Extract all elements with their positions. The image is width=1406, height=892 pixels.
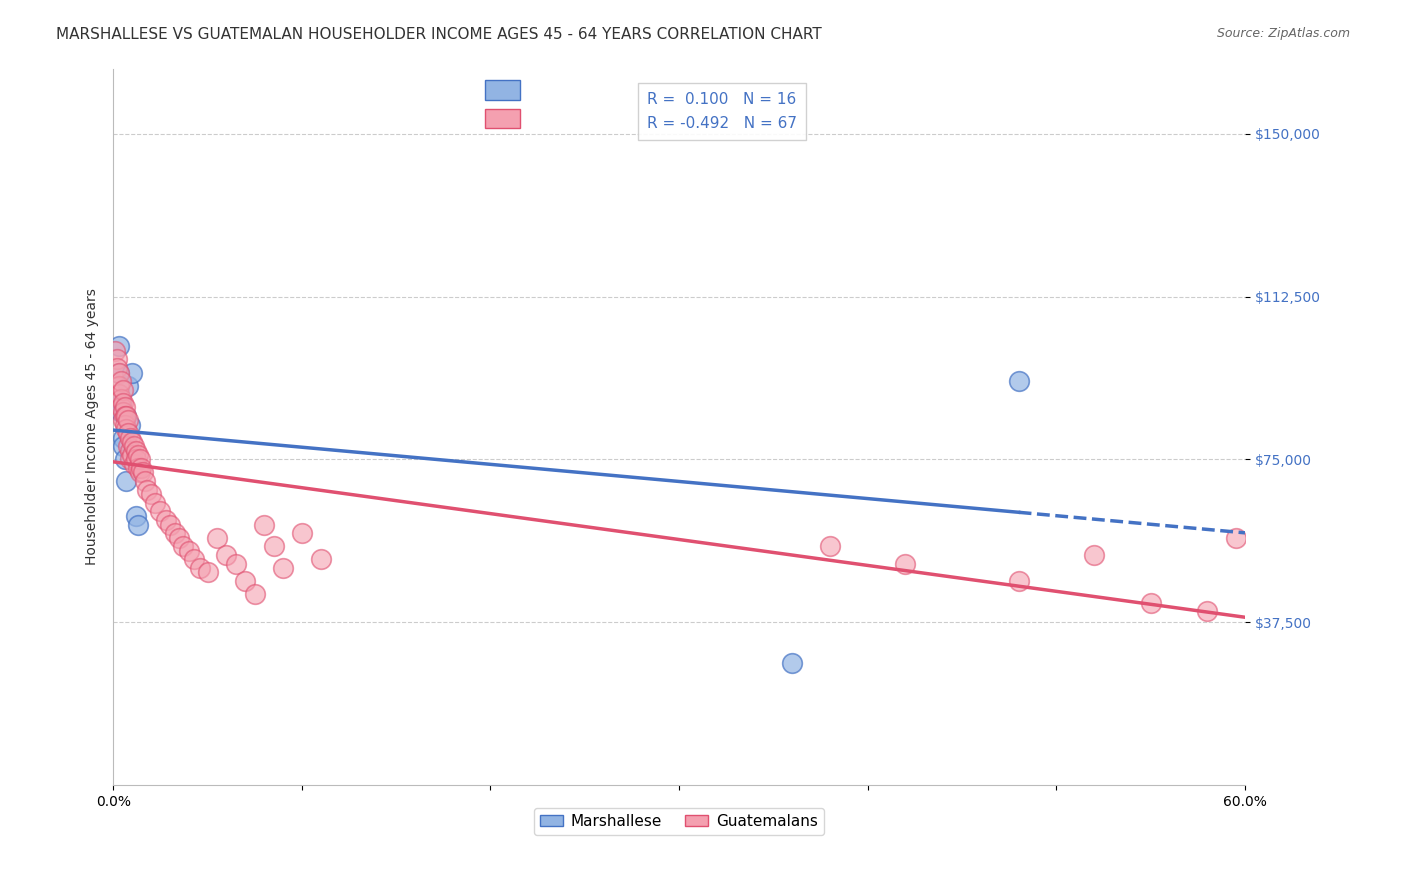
Point bbox=[115, 474, 138, 488]
Point bbox=[105, 361, 128, 376]
Point bbox=[117, 439, 139, 453]
Point bbox=[114, 452, 136, 467]
Point bbox=[155, 513, 177, 527]
Point bbox=[122, 439, 145, 453]
Point bbox=[110, 392, 132, 406]
Point bbox=[115, 422, 138, 436]
Point bbox=[1225, 531, 1247, 545]
Point bbox=[139, 487, 162, 501]
Point bbox=[111, 439, 134, 453]
Point bbox=[132, 466, 155, 480]
Point bbox=[197, 566, 219, 580]
Point bbox=[105, 352, 128, 367]
Point bbox=[172, 539, 194, 553]
Point bbox=[143, 496, 166, 510]
Point bbox=[115, 409, 138, 423]
Point bbox=[121, 366, 143, 380]
Point bbox=[167, 531, 190, 545]
Point bbox=[110, 374, 132, 388]
Point bbox=[271, 561, 294, 575]
Point bbox=[115, 409, 138, 423]
Point bbox=[243, 587, 266, 601]
Point bbox=[291, 526, 314, 541]
Point bbox=[127, 517, 149, 532]
Point bbox=[127, 461, 149, 475]
Point bbox=[818, 539, 841, 553]
Point bbox=[110, 396, 132, 410]
Text: MARSHALLESE VS GUATEMALAN HOUSEHOLDER INCOME AGES 45 - 64 YEARS CORRELATION CHAR: MARSHALLESE VS GUATEMALAN HOUSEHOLDER IN… bbox=[56, 27, 823, 42]
Point bbox=[205, 531, 228, 545]
Point bbox=[1197, 604, 1219, 618]
Point bbox=[131, 461, 153, 475]
Point bbox=[111, 396, 134, 410]
Point bbox=[233, 574, 256, 588]
Point bbox=[780, 657, 803, 671]
Point bbox=[309, 552, 332, 566]
Point bbox=[108, 339, 131, 353]
Point bbox=[894, 557, 917, 571]
Point bbox=[1139, 596, 1161, 610]
Point bbox=[159, 517, 181, 532]
Point bbox=[114, 417, 136, 432]
Point bbox=[111, 383, 134, 397]
Point bbox=[128, 466, 150, 480]
Point bbox=[125, 443, 148, 458]
Text: Source: ZipAtlas.com: Source: ZipAtlas.com bbox=[1216, 27, 1350, 40]
Point bbox=[188, 561, 211, 575]
Point bbox=[120, 417, 142, 432]
Point bbox=[111, 413, 134, 427]
Point bbox=[165, 526, 187, 541]
Point bbox=[110, 404, 132, 418]
Point bbox=[1007, 374, 1029, 388]
Point bbox=[134, 474, 156, 488]
Y-axis label: Householder Income Ages 45 - 64 years: Householder Income Ages 45 - 64 years bbox=[86, 288, 100, 566]
Point bbox=[120, 443, 142, 458]
Point bbox=[177, 543, 200, 558]
Point bbox=[111, 431, 134, 445]
Point bbox=[104, 343, 127, 358]
Point bbox=[263, 539, 285, 553]
Point bbox=[108, 366, 131, 380]
Point bbox=[215, 548, 238, 562]
Point bbox=[111, 404, 134, 418]
Point bbox=[125, 508, 148, 523]
Point bbox=[122, 457, 145, 471]
Legend: Marshallese, Guatemalans: Marshallese, Guatemalans bbox=[534, 807, 824, 835]
Point bbox=[117, 378, 139, 392]
Point bbox=[183, 552, 205, 566]
Point bbox=[114, 401, 136, 415]
Point bbox=[121, 435, 143, 450]
Point bbox=[121, 448, 143, 462]
Point bbox=[110, 401, 132, 415]
Point bbox=[1083, 548, 1105, 562]
Point bbox=[114, 409, 136, 423]
Point bbox=[136, 483, 159, 497]
Point bbox=[117, 426, 139, 441]
Point bbox=[120, 452, 142, 467]
Point bbox=[108, 387, 131, 401]
Point bbox=[120, 431, 142, 445]
Point bbox=[1007, 574, 1029, 588]
Point bbox=[253, 517, 276, 532]
Point bbox=[127, 448, 149, 462]
Point bbox=[125, 452, 148, 467]
Point bbox=[128, 452, 150, 467]
Text: R =  0.100   N = 16
R = -0.492   N = 67: R = 0.100 N = 16 R = -0.492 N = 67 bbox=[647, 92, 797, 131]
Point bbox=[108, 378, 131, 392]
Point bbox=[149, 504, 172, 518]
Point bbox=[108, 366, 131, 380]
Point bbox=[225, 557, 247, 571]
Point bbox=[117, 413, 139, 427]
